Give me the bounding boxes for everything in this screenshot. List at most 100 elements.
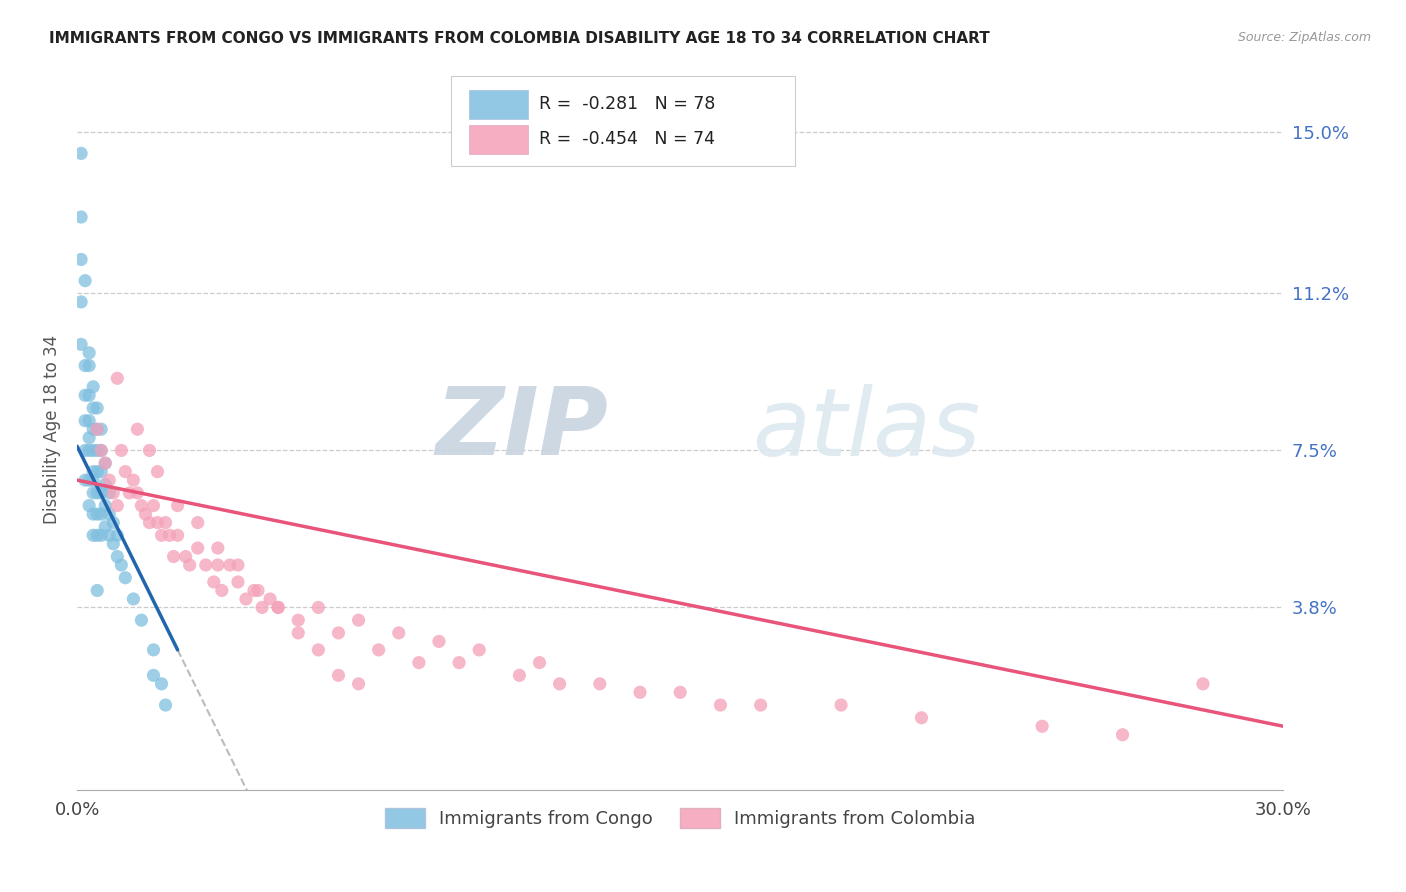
Point [142,643,165,657]
Point [250,600,273,615]
Point [105,528,128,542]
Point [90,486,112,500]
Point [243,583,266,598]
Point [105,371,128,385]
Point [267,600,290,615]
Point [307,600,329,615]
Point [82,473,104,487]
Point [103,486,125,500]
Point [150,528,173,542]
Point [287,626,309,640]
Text: ZIP: ZIP [434,384,607,475]
Point [388,626,411,640]
Point [468,643,491,657]
Text: IMMIGRANTS FROM CONGO VS IMMIGRANTS FROM COLOMBIA DISABILITY AGE 18 TO 34 CORREL: IMMIGRANTS FROM CONGO VS IMMIGRANTS FROM… [49,31,990,46]
Point [122,591,145,606]
Point [1192,677,1215,691]
Point [235,591,257,606]
Point [187,516,209,530]
Point [82,380,104,394]
FancyBboxPatch shape [470,125,529,153]
Point [179,558,201,572]
Point [142,668,165,682]
Point [75,443,97,458]
Point [166,499,188,513]
Point [105,499,128,513]
Point [142,499,165,513]
Point [86,422,108,436]
Point [77,414,100,428]
Point [155,698,177,712]
Point [90,422,112,436]
Point [94,456,117,470]
Point [114,465,136,479]
Point [94,456,117,470]
Point [70,294,93,309]
Text: Source: ZipAtlas.com: Source: ZipAtlas.com [1237,31,1371,45]
Point [75,473,97,487]
Point [259,591,281,606]
Point [82,486,104,500]
Point [146,516,169,530]
Point [77,473,100,487]
Point [110,443,132,458]
Point [82,401,104,415]
Point [408,656,430,670]
Point [628,685,651,699]
Text: atlas: atlas [752,384,981,475]
Point [367,643,389,657]
Point [98,473,121,487]
Point [162,549,184,564]
FancyBboxPatch shape [470,90,529,119]
Point [90,528,112,542]
Point [287,613,309,627]
Point [207,541,229,555]
Point [86,401,108,415]
Point [347,613,370,627]
Point [94,520,117,534]
Point [98,486,121,500]
FancyBboxPatch shape [451,76,794,166]
Point [86,422,108,436]
Point [77,443,100,458]
Point [77,431,100,445]
Point [328,626,350,640]
Point [508,668,530,682]
Point [90,465,112,479]
Point [75,274,97,288]
Point [110,558,132,572]
Point [82,528,104,542]
Point [70,252,93,267]
Point [86,486,108,500]
Point [347,677,370,691]
Point [90,443,112,458]
Point [202,574,225,589]
Point [267,600,290,615]
Y-axis label: Disability Age 18 to 34: Disability Age 18 to 34 [44,334,60,524]
Point [247,583,270,598]
Point [155,516,177,530]
Point [166,528,188,542]
Point [75,388,97,402]
Point [150,677,173,691]
Point [134,507,156,521]
Point [159,528,181,542]
Point [86,507,108,521]
Point [709,698,731,712]
Point [82,465,104,479]
Text: R =  -0.281   N = 78: R = -0.281 N = 78 [538,95,716,113]
Point [90,507,112,521]
Point [118,486,141,500]
Point [749,698,772,712]
Point [86,443,108,458]
Point [127,422,149,436]
Point [98,507,121,521]
Point [75,414,97,428]
Point [86,528,108,542]
Point [174,549,197,564]
Point [122,473,145,487]
Point [589,677,612,691]
Point [226,574,249,589]
Point [211,583,233,598]
Point [219,558,242,572]
